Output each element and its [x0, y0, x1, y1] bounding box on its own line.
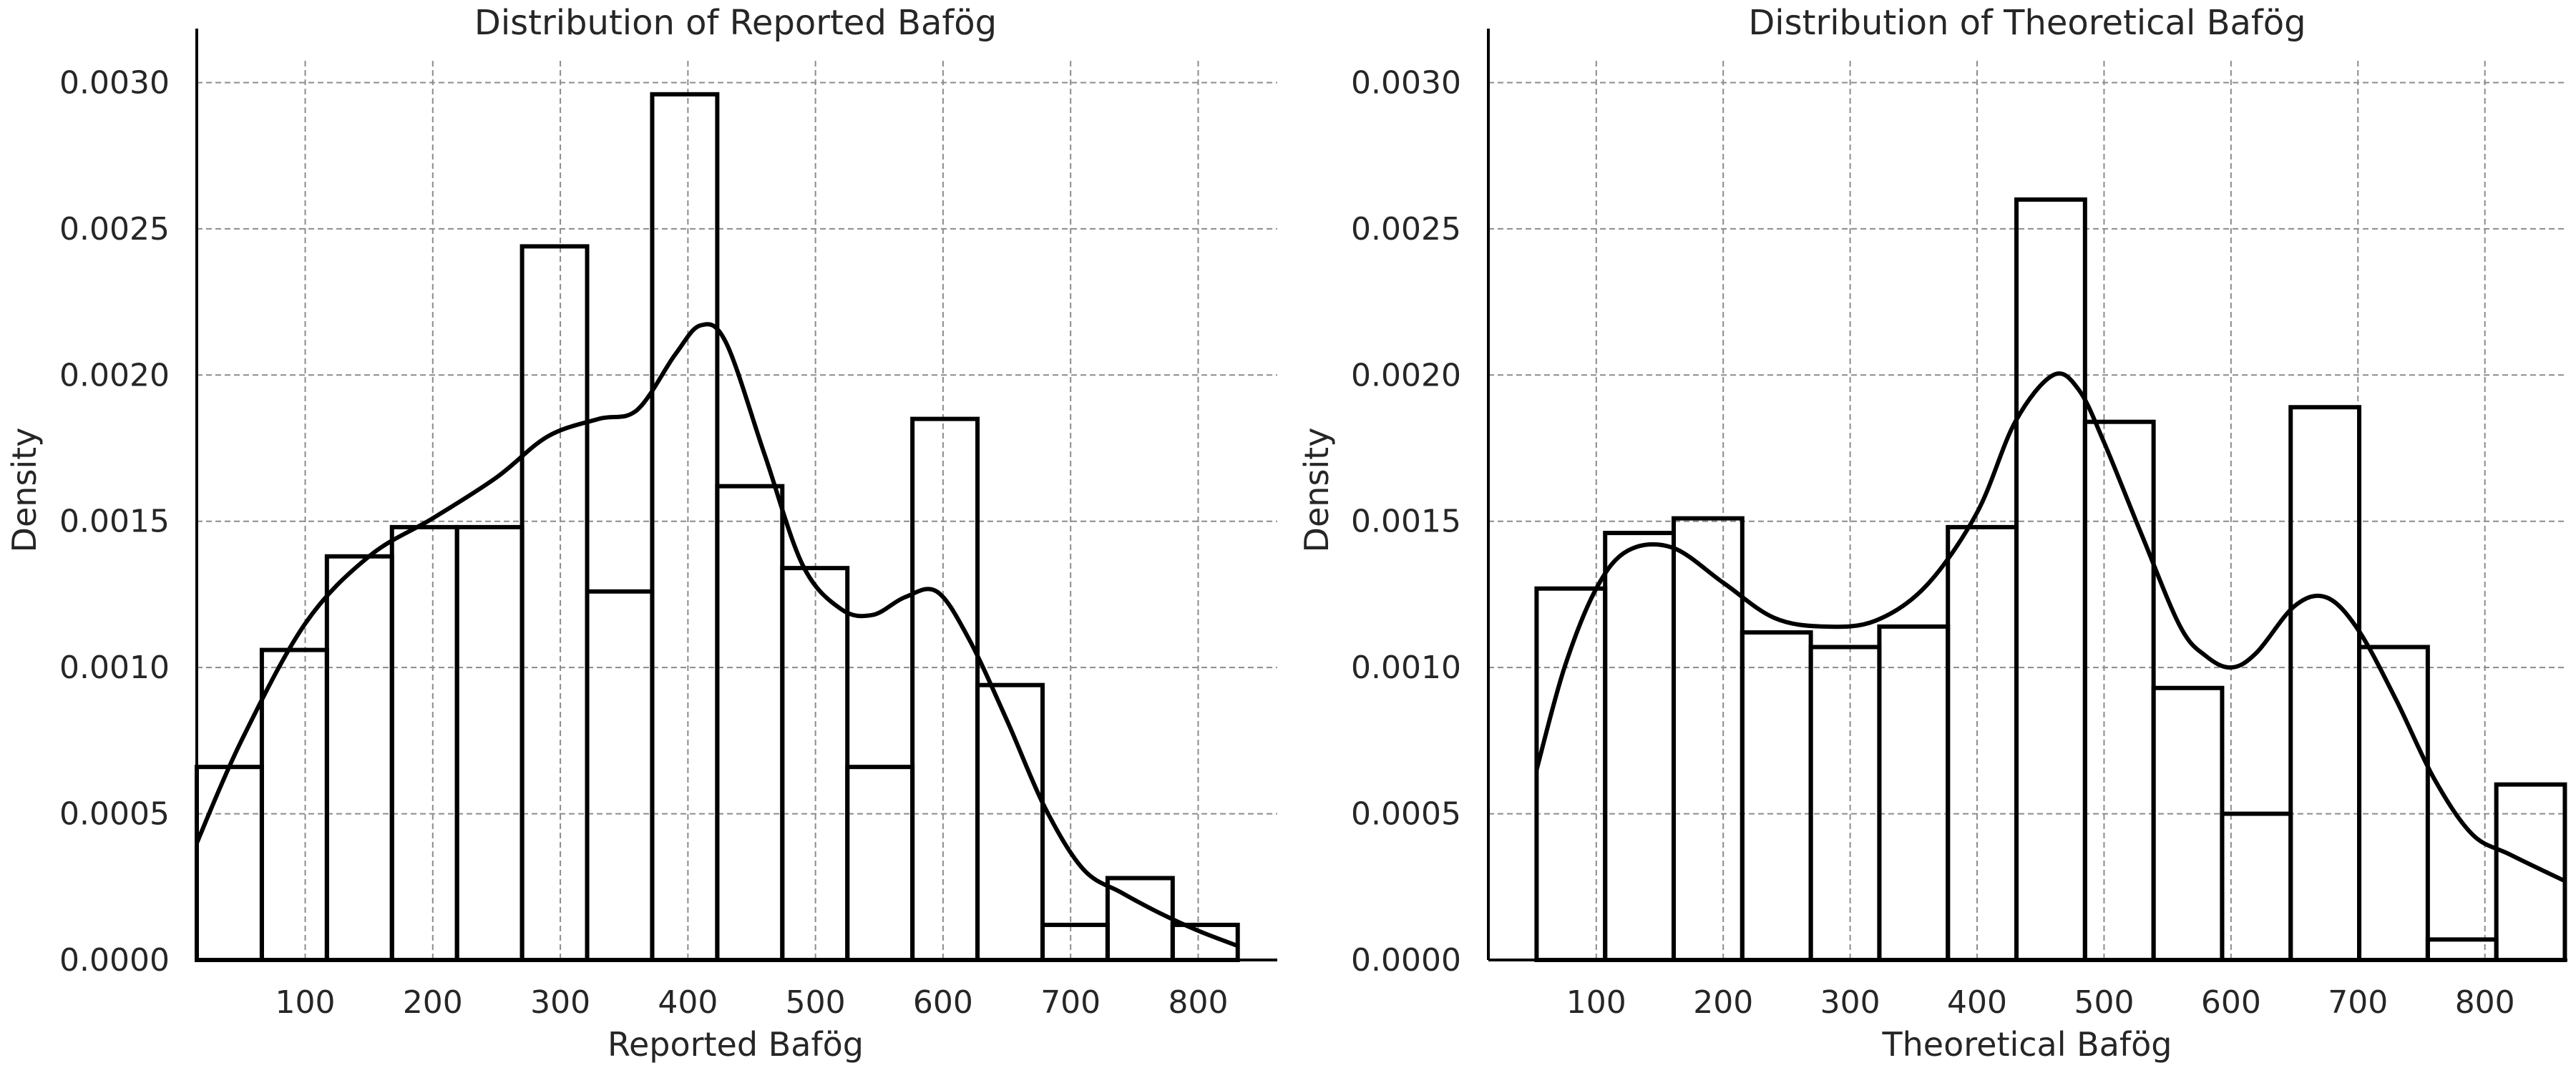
- histogram-bar: [2425, 937, 2499, 963]
- y-tick-label: 0.0020: [59, 357, 170, 393]
- histogram-bar: [2082, 419, 2156, 962]
- y-tick-label: 0.0000: [1351, 942, 1461, 979]
- histogram-bar: [2288, 405, 2362, 962]
- histogram-bar: [324, 554, 394, 962]
- x-tick-label: 400: [658, 984, 718, 1021]
- kde-curve: [195, 322, 1238, 948]
- y-tick-labels: 0.0000 0.0005 0.0010 0.0015 0.0020 0.0025 0.00…: [1351, 64, 1461, 979]
- y-tick-label: 0.0000: [59, 942, 170, 979]
- y-tick-label: 0.0005: [1351, 796, 1461, 833]
- histogram-bar: [1040, 922, 1110, 963]
- x-axis-label: Theoretical Bafög: [1882, 1025, 2172, 1064]
- histogram-bar: [1877, 624, 1951, 962]
- histogram-bar: [389, 524, 459, 962]
- chart-title: Distribution of Reported Bafög: [474, 3, 997, 43]
- y-tick-label: 0.0025: [59, 211, 170, 248]
- grid: [1488, 61, 2567, 961]
- y-tick-label: 0.0030: [59, 64, 170, 101]
- chart-theoretical-bafoeg: Distribution of Theoretical Bafög Theore…: [1297, 3, 2567, 1064]
- histogram-bar: [2151, 685, 2225, 962]
- histogram-bar: [259, 647, 329, 962]
- y-tick-label: 0.0010: [1351, 650, 1461, 686]
- histogram-bar: [2014, 197, 2087, 962]
- y-tick-label: 0.0015: [59, 504, 170, 540]
- grid: [197, 61, 1277, 961]
- histogram-bar: [2494, 782, 2567, 962]
- x-axis-label: Reported Bafög: [608, 1025, 864, 1064]
- y-axis-label: Density: [5, 428, 44, 553]
- histogram-bar: [2220, 811, 2293, 962]
- histogram-bar: [585, 589, 655, 962]
- y-tick-label: 0.0005: [59, 796, 170, 833]
- histogram-bar: [910, 416, 980, 962]
- histogram-bar: [1672, 516, 1745, 962]
- x-tick-label: 300: [1820, 984, 1880, 1021]
- chart-title: Distribution of Theoretical Bafög: [1748, 3, 2306, 43]
- histogram-bar: [519, 244, 590, 962]
- histogram-bar: [650, 92, 720, 962]
- y-tick-label: 0.0010: [59, 650, 170, 686]
- x-tick-label: 100: [275, 984, 336, 1021]
- histogram-bar: [1946, 524, 2019, 962]
- y-tick-label: 0.0025: [1351, 211, 1461, 248]
- histogram-bars: [195, 92, 1240, 963]
- x-tick-label: 800: [1168, 984, 1228, 1021]
- x-tick-label: 200: [403, 984, 463, 1021]
- histogram-bar: [454, 524, 525, 962]
- histogram-bar: [715, 484, 785, 962]
- x-tick-label: 700: [2328, 984, 2388, 1021]
- histogram-bar: [845, 765, 915, 962]
- x-tick-label: 700: [1040, 984, 1101, 1021]
- histogram-bar: [1603, 531, 1677, 962]
- y-axis-label: Density: [1297, 428, 1336, 553]
- x-tick-label: 300: [530, 984, 590, 1021]
- kde-curve: [1534, 371, 2566, 883]
- x-tick-label: 100: [1566, 984, 1626, 1021]
- y-tick-label: 0.0030: [1351, 64, 1461, 101]
- x-tick-labels: 100 200 300 400 500 600 700 800: [1566, 984, 2515, 1021]
- x-tick-label: 800: [2455, 984, 2515, 1021]
- y-tick-label: 0.0015: [1351, 504, 1461, 540]
- x-tick-label: 500: [786, 984, 846, 1021]
- histogram-bars: [1534, 197, 2567, 963]
- x-tick-label: 600: [913, 984, 973, 1021]
- x-tick-labels: 100 200 300 400 500 600 700 800: [275, 984, 1229, 1021]
- histogram-bar: [1740, 630, 1813, 963]
- chart-reported-bafoeg: Distribution of Reported Bafög Reported …: [5, 3, 1277, 1064]
- y-tick-label: 0.0020: [1351, 357, 1461, 393]
- x-tick-label: 400: [1947, 984, 2007, 1021]
- x-tick-label: 200: [1693, 984, 1753, 1021]
- histogram-bar: [195, 765, 264, 962]
- histogram-bar: [1808, 645, 1882, 963]
- x-tick-label: 600: [2201, 984, 2261, 1021]
- y-tick-labels: 0.0000 0.0005 0.0010 0.0015 0.0020 0.0025 0.00…: [59, 64, 170, 979]
- x-tick-label: 500: [2074, 984, 2134, 1021]
